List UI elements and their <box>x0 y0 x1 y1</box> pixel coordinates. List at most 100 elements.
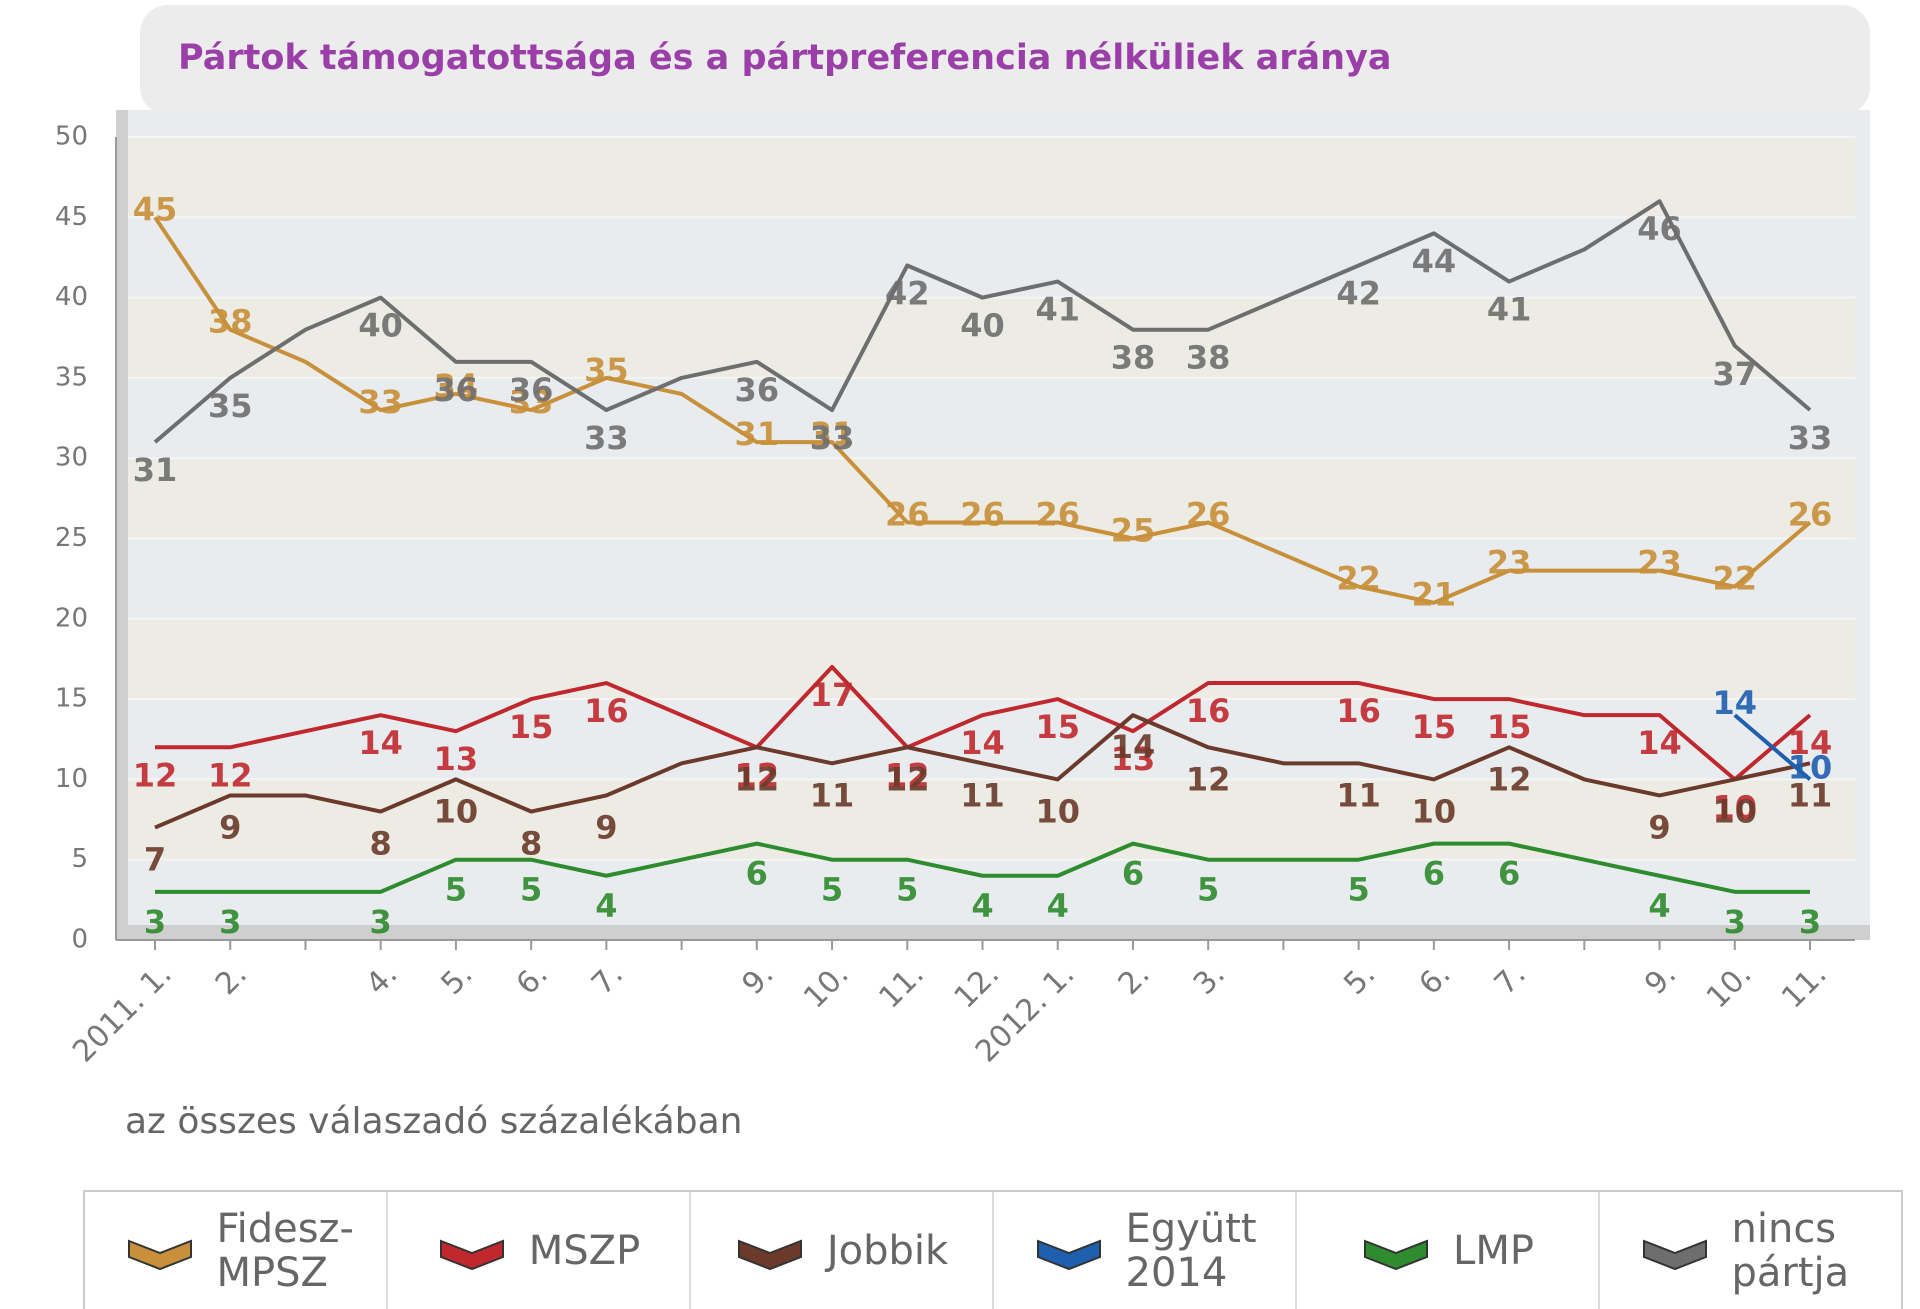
data-label: 3 <box>1724 903 1746 941</box>
x-tick-label: 3. <box>1187 957 1232 1002</box>
data-label: 7 <box>144 841 166 879</box>
data-label: 17 <box>810 676 855 714</box>
x-tick-label: 2. <box>209 957 254 1002</box>
legend-swatch <box>439 1239 504 1270</box>
x-tick-label: 7. <box>585 957 630 1002</box>
data-label: 40 <box>358 307 403 345</box>
y-tick-label: 25 <box>55 523 88 553</box>
x-tick-label: 11. <box>872 957 930 1015</box>
data-label: 5 <box>520 871 542 909</box>
data-label: 5 <box>896 871 918 909</box>
data-label: 12 <box>735 760 780 798</box>
data-label: 23 <box>1637 544 1682 582</box>
data-label: 12 <box>208 756 253 794</box>
data-label: 42 <box>1336 274 1381 312</box>
data-label: 4 <box>1648 887 1670 925</box>
data-label: 11 <box>1336 776 1381 814</box>
y-tick-label: 10 <box>55 764 88 794</box>
y-tick-label: 20 <box>55 603 88 633</box>
series-line <box>155 664 1812 782</box>
y-tick-label: 0 <box>71 925 88 955</box>
data-label: 11 <box>810 776 855 814</box>
data-label: 10 <box>1412 792 1457 830</box>
data-label: 15 <box>1035 708 1080 746</box>
data-label: 6 <box>746 855 768 893</box>
data-label: 38 <box>208 303 253 341</box>
grid-band <box>128 618 1855 700</box>
data-label: 44 <box>1412 242 1457 280</box>
data-label: 5 <box>821 871 843 909</box>
legend-label: nincs pártja <box>1731 1205 1850 1296</box>
data-label: 14 <box>1111 728 1156 766</box>
data-label: 8 <box>370 825 392 863</box>
data-label: 31 <box>735 415 780 453</box>
data-label: 33 <box>584 419 629 457</box>
y-tick-label: 50 <box>55 122 88 152</box>
data-label: 12 <box>1186 760 1231 798</box>
x-tick-label: 12. <box>948 957 1006 1015</box>
data-label: 33 <box>358 383 403 421</box>
x-tick-label: 10. <box>1700 957 1758 1015</box>
data-label: 6 <box>1498 855 1520 893</box>
x-tick-label: 11. <box>1775 957 1833 1015</box>
legend-item: Együtt 2014 <box>994 1192 1297 1309</box>
data-label: 42 <box>885 274 930 312</box>
data-label: 46 <box>1637 210 1682 248</box>
chart: Pártok támogatottsága és a pártpreferenc… <box>55 5 1870 1142</box>
data-label: 33 <box>810 419 855 457</box>
data-label: 12 <box>735 756 780 794</box>
x-tick-label: 7. <box>1488 957 1533 1002</box>
data-label: 14 <box>1788 724 1833 762</box>
grid-band <box>128 779 1855 860</box>
data-label: 14 <box>960 724 1005 762</box>
data-label: 11 <box>960 776 1005 814</box>
data-label: 15 <box>1487 708 1532 746</box>
data-label: 16 <box>1336 692 1381 730</box>
data-label: 3 <box>370 903 392 941</box>
grid-band <box>128 458 1855 539</box>
y-tick-label: 15 <box>55 684 88 714</box>
y-tick-label: 35 <box>55 362 88 392</box>
x-tick-label: 9. <box>735 957 780 1002</box>
data-label: 9 <box>1648 808 1670 846</box>
data-label: 3 <box>219 903 241 941</box>
data-label: 35 <box>208 387 253 425</box>
data-label: 45 <box>133 190 178 228</box>
chart-title: Pártok támogatottsága és a pártpreferenc… <box>178 38 1392 78</box>
data-label: 36 <box>434 371 479 409</box>
y-tick-label: 30 <box>55 443 88 473</box>
legend-label: Fidesz-MPSZ <box>216 1205 354 1296</box>
legend-label: Jobbik <box>826 1227 949 1274</box>
data-label: 6 <box>1122 855 1144 893</box>
data-label: 8 <box>520 825 542 863</box>
y-tick-label: 5 <box>71 844 88 874</box>
data-label: 16 <box>584 692 629 730</box>
data-label: 37 <box>1713 355 1758 393</box>
data-label: 15 <box>509 708 554 746</box>
data-label: 9 <box>595 808 617 846</box>
data-label: 3 <box>144 903 166 941</box>
legend-label: LMP <box>1453 1227 1534 1274</box>
data-label: 38 <box>1111 339 1156 377</box>
x-tick-label: 5. <box>435 957 480 1002</box>
data-label: 41 <box>1035 291 1080 329</box>
data-label: 12 <box>133 756 178 794</box>
data-label: 22 <box>1713 560 1758 598</box>
legend-swatch <box>1364 1239 1429 1270</box>
legend-item: MSZP <box>388 1192 691 1309</box>
plot-floor <box>116 925 1870 940</box>
x-tick-label: 9. <box>1638 957 1683 1002</box>
legend-label: Együtt 2014 <box>1125 1205 1257 1296</box>
series-line <box>1733 713 1812 781</box>
data-label: 4 <box>595 887 617 925</box>
series-line <box>153 216 1812 605</box>
legend-swatch <box>127 1239 192 1270</box>
data-label: 26 <box>1186 495 1231 533</box>
data-label: 10 <box>1713 792 1758 830</box>
plot-edge <box>116 110 128 940</box>
data-label: 36 <box>735 371 780 409</box>
data-label: 40 <box>960 307 1005 345</box>
x-tick-label: 6. <box>510 957 555 1002</box>
data-label: 38 <box>1186 339 1231 377</box>
